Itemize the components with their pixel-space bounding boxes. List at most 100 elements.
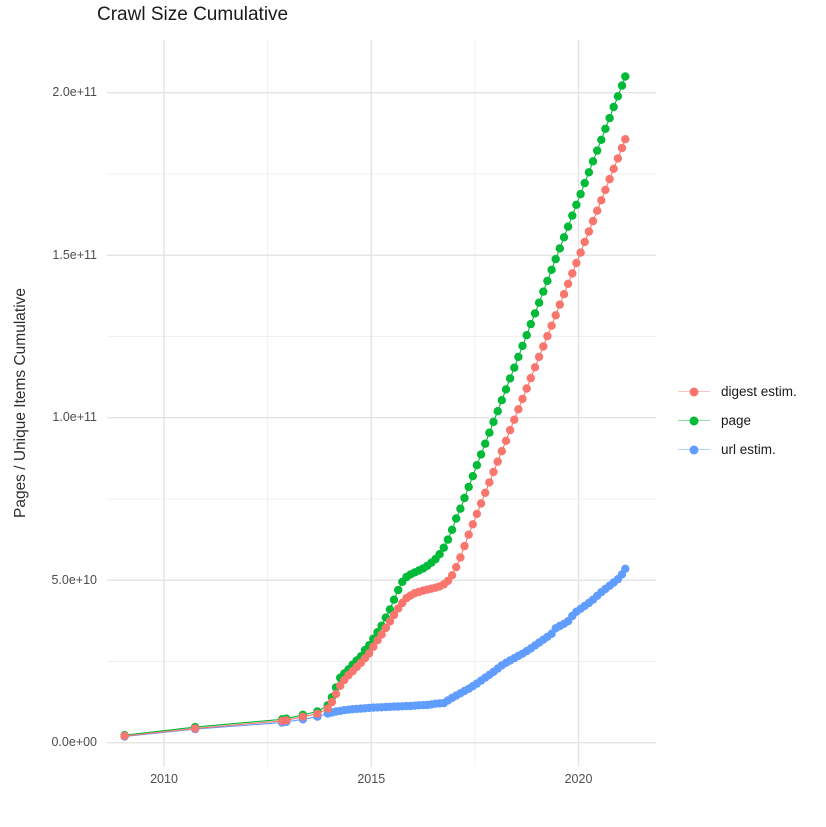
data-point [489,467,498,477]
data-point [489,417,498,427]
y-tick-label-1.5e+11: 1.5e+11 [52,247,97,262]
legend-key-dot [689,416,699,425]
data-point [559,290,569,299]
data-point [609,164,618,173]
x-tick-label-2020: 2020 [564,772,593,786]
data-point [601,124,610,133]
data-point [518,341,527,351]
legend-label-url-estim: url estim. [721,442,776,457]
data-point [389,610,399,620]
data-point [447,571,457,580]
data-point [447,525,457,534]
data-point [530,309,540,318]
y-tick-label-5.0e+10: 5.0e+10 [51,572,97,587]
data-point [476,450,486,459]
y-tick-label-0.0e+00: 0.0e+00 [51,735,97,750]
data-point [568,269,577,278]
data-point [617,143,627,153]
data-point [120,731,129,741]
data-point [460,493,469,503]
data-point [510,363,519,372]
data-point [381,623,390,633]
legend-label-page: page [721,413,752,428]
data-point [468,520,477,529]
data-point [621,564,630,573]
data-point [501,385,511,394]
data-point [539,287,548,296]
data-point [522,384,531,393]
x-tick-label-2015: 2015 [357,772,386,786]
data-point [331,689,341,699]
legend-item-page: page [676,406,797,435]
data-point [389,595,399,604]
data-point [534,298,544,307]
data-point [298,712,308,721]
data-point [327,697,337,707]
data-point [559,233,569,242]
data-point [518,394,527,404]
data-point [543,331,552,341]
chart-title: Crawl Size Cumulative [97,4,289,25]
data-point [514,352,523,362]
data-point [493,457,502,466]
legend-key-page [676,414,712,427]
data-point [530,363,540,372]
data-point [460,541,469,551]
data-point [190,724,200,733]
data-point [551,254,560,264]
legend-item-url-estim: url estim. [676,435,797,464]
data-point [580,178,589,188]
data-point [439,543,448,552]
data-point [468,472,477,481]
data-point [282,716,291,725]
data-point [377,630,386,639]
data-point [497,396,506,405]
data-point [584,168,594,177]
data-point [580,237,589,247]
data-point [613,92,623,101]
data-point [481,488,490,497]
data-point [514,405,523,414]
data-point [588,157,598,166]
data-point [593,206,602,215]
data-point [510,415,519,424]
data-point [505,425,515,435]
data-point [485,428,494,437]
data-point [323,704,332,713]
data-point [464,530,473,539]
data-point [576,248,585,257]
data-point [563,222,573,231]
data-point [456,504,465,513]
data-point [617,81,627,90]
data-point [605,174,614,184]
data-point [385,617,395,626]
data-point [485,478,494,487]
data-point [613,154,623,163]
series-digest-estim [120,135,630,741]
y-tick-label-1.0e+11: 1.0e+11 [52,410,97,425]
data-point [456,553,465,562]
data-point [526,319,535,329]
data-point [472,461,482,470]
y-axis-title: Pages / Unique Items Cumulative [12,287,29,519]
legend-key-url-estim [676,443,712,456]
data-point [505,374,515,383]
data-point [605,113,614,123]
data-point [435,550,444,559]
data-point [472,509,482,519]
data-point [576,189,585,199]
data-point [572,258,581,268]
legend-label-digest-estim: digest estim. [721,384,797,399]
data-point [452,563,461,572]
data-point [336,681,345,690]
data-point [476,499,486,508]
data-point [547,265,556,274]
data-point [501,436,511,445]
data-point [464,482,473,492]
data-point [588,216,598,226]
legend-key-dot [689,387,699,396]
data-point [522,331,531,340]
data-point [555,244,564,253]
